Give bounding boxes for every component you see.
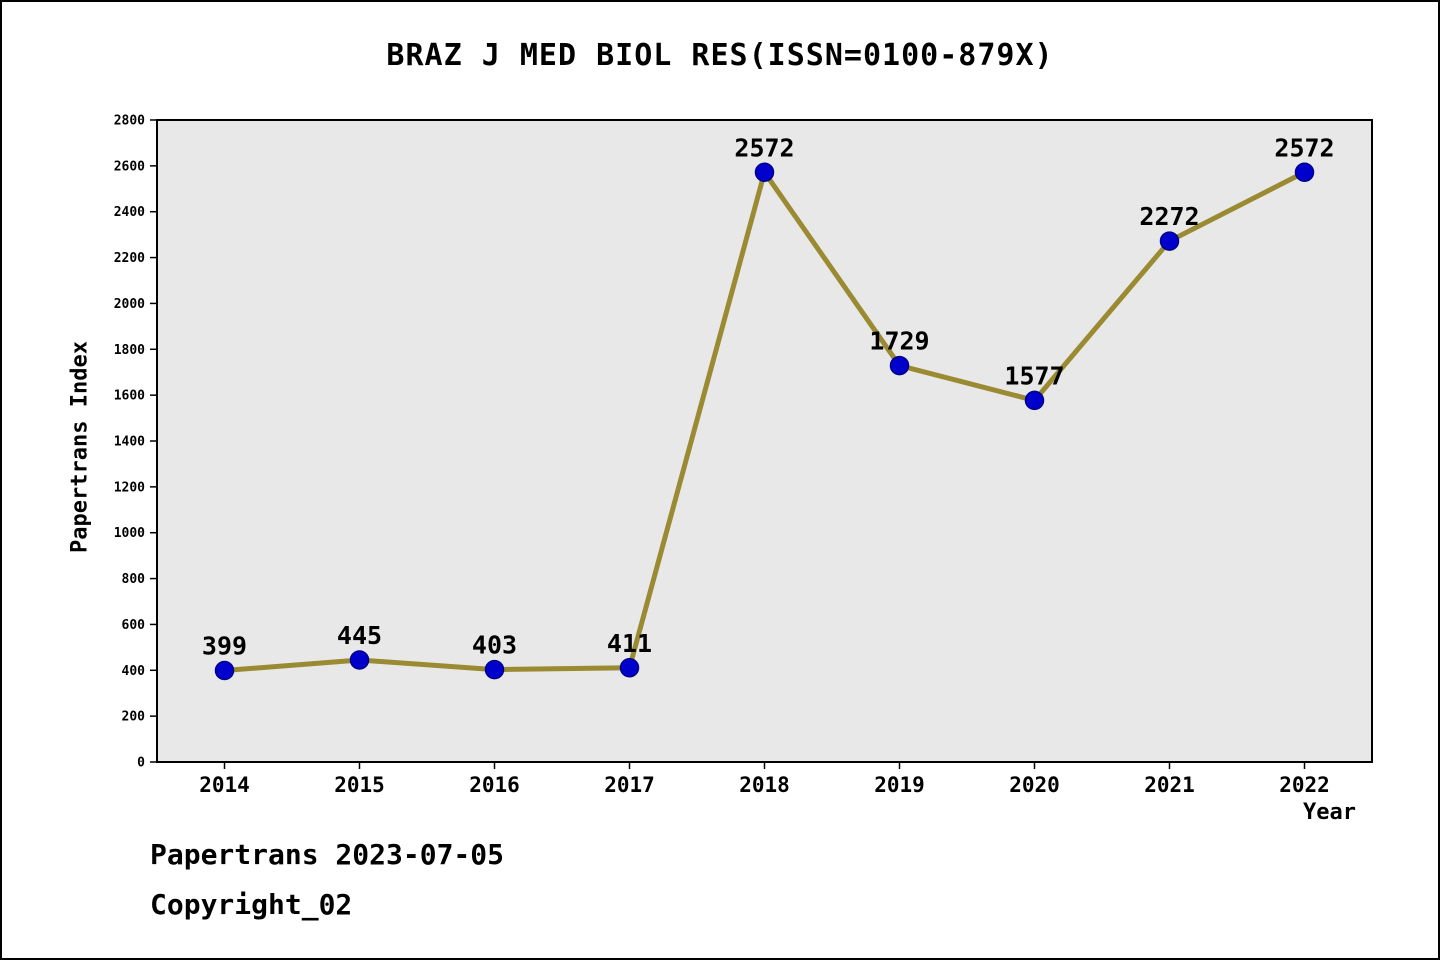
x-tick-label: 2018 xyxy=(739,773,790,797)
x-tick-label: 2020 xyxy=(1009,773,1060,797)
y-tick-label: 800 xyxy=(122,572,146,587)
y-tick-label: 2000 xyxy=(114,297,145,312)
data-point-label: 411 xyxy=(607,629,652,658)
data-point-marker xyxy=(754,162,775,183)
data-point-marker xyxy=(889,355,910,376)
y-tick-label: 2200 xyxy=(114,251,145,266)
data-point-marker xyxy=(1024,390,1045,411)
y-tick-label: 2400 xyxy=(114,205,145,220)
data-point-marker xyxy=(349,650,370,670)
x-tick-label: 2022 xyxy=(1279,773,1330,797)
x-tick-label: 2021 xyxy=(1144,773,1195,797)
x-tick-label: 2017 xyxy=(604,773,655,797)
data-point-label: 1577 xyxy=(1004,361,1064,390)
data-point-label: 2272 xyxy=(1139,202,1199,231)
y-tick-label: 200 xyxy=(122,710,146,725)
data-point-marker xyxy=(214,660,235,681)
data-point-label: 2572 xyxy=(734,133,794,162)
x-tick-label: 2016 xyxy=(469,773,520,797)
footer-copyright: Copyright_02 xyxy=(150,888,353,921)
y-tick-label: 400 xyxy=(122,664,146,679)
footer-source-date: Papertrans 2023-07-05 xyxy=(150,838,505,871)
y-tick-label: 600 xyxy=(122,618,146,633)
data-point-marker xyxy=(1294,162,1315,183)
data-point-marker xyxy=(484,659,505,680)
data-point-marker xyxy=(619,658,640,678)
y-tick-label: 0 xyxy=(137,756,145,771)
x-tick-label: 2015 xyxy=(334,773,385,797)
y-tick-label: 1200 xyxy=(114,480,145,495)
y-tick-label: 1400 xyxy=(114,435,145,450)
x-axis-label: Year xyxy=(1303,800,1356,825)
y-tick-label: 2600 xyxy=(114,159,145,174)
data-point-label: 399 xyxy=(202,632,247,661)
y-tick-label: 1800 xyxy=(114,343,145,358)
x-tick-label: 2014 xyxy=(199,773,250,797)
chart-title: BRAZ J MED BIOL RES(ISSN=0100-879X) xyxy=(386,38,1054,73)
x-tick-label: 2019 xyxy=(874,773,925,797)
y-tick-label: 2800 xyxy=(114,114,145,129)
data-point-label: 2572 xyxy=(1274,133,1334,162)
data-point-label: 445 xyxy=(337,621,382,650)
y-axis-label: Papertrans Index xyxy=(67,341,93,553)
y-tick-label: 1000 xyxy=(114,526,145,541)
data-point-marker xyxy=(1159,231,1180,251)
y-tick-label: 1600 xyxy=(114,389,145,404)
data-point-label: 1729 xyxy=(869,327,929,356)
data-point-label: 403 xyxy=(472,631,517,660)
